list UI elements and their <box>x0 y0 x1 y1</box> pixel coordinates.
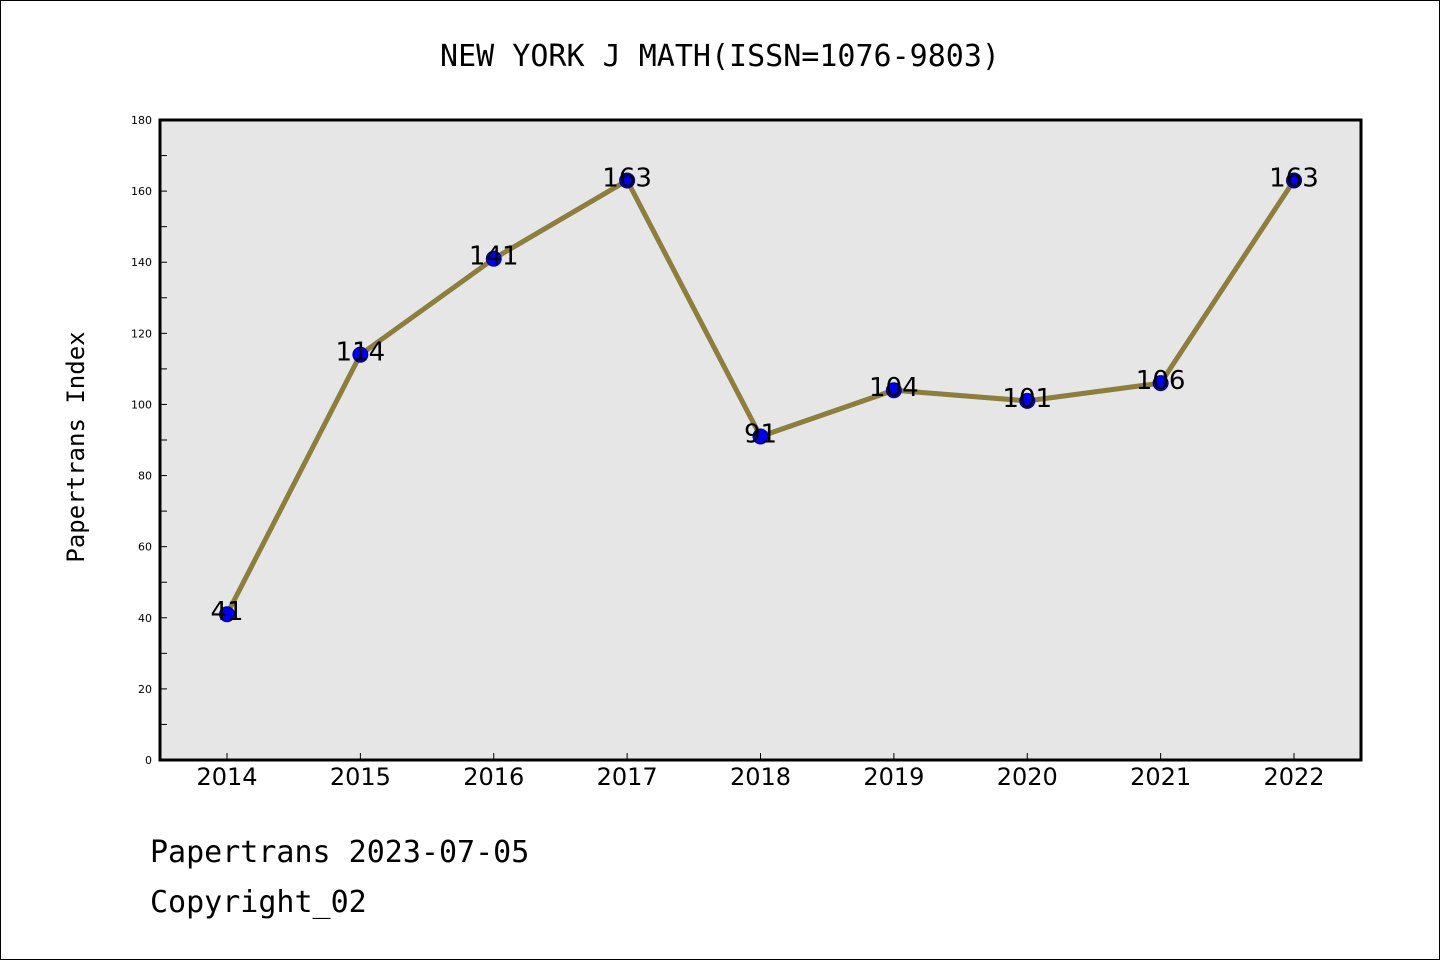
y-axis-ticks: 0 20 40 60 80 100 120 140 160 180 <box>131 114 167 767</box>
data-label: 101 <box>1002 384 1052 414</box>
y-tick-label: 180 <box>131 114 152 127</box>
data-label: 141 <box>469 242 519 272</box>
x-tick-label: 2014 <box>196 763 257 791</box>
x-tick-label: 2016 <box>463 763 524 791</box>
data-point <box>485 250 502 267</box>
y-tick-label: 140 <box>131 256 152 269</box>
x-tick-label: 2022 <box>1263 763 1324 791</box>
data-point <box>352 346 369 363</box>
marker-group <box>219 172 1302 623</box>
data-label: 163 <box>602 163 652 193</box>
y-tick-label: 160 <box>131 185 152 198</box>
data-label: 41 <box>210 597 243 627</box>
data-point <box>752 428 769 445</box>
x-tick-label: 2019 <box>863 763 924 791</box>
x-tick-label: 2015 <box>330 763 391 791</box>
data-point <box>1152 375 1169 392</box>
data-label: 91 <box>744 419 777 449</box>
y-tick-label: 100 <box>131 398 152 411</box>
data-point <box>1019 392 1036 409</box>
data-label: 163 <box>1269 163 1319 193</box>
x-tick-label: 2020 <box>997 763 1058 791</box>
data-label: 104 <box>869 373 919 403</box>
data-point <box>885 382 902 399</box>
x-tick-label: 2018 <box>730 763 791 791</box>
data-label-group: 41 114 141 163 91 104 101 106 163 <box>210 163 1318 627</box>
x-tick-label: 2021 <box>1130 763 1191 791</box>
y-tick-label: 80 <box>138 470 152 483</box>
y-tick-label: 20 <box>138 683 152 696</box>
y-tick-label: 0 <box>145 754 152 767</box>
data-point <box>1286 172 1302 189</box>
chart-title: NEW YORK J MATH(ISSN=1076-9803) <box>440 39 1000 74</box>
footer-copyright: Copyright_02 <box>150 885 367 920</box>
x-axis-ticks: 2014 2015 2016 2017 2018 2019 2020 2021 2022 <box>196 753 1325 791</box>
data-point <box>619 172 636 189</box>
data-label: 114 <box>336 338 386 368</box>
y-axis-label: Papertrans Index <box>62 331 90 562</box>
data-label: 106 <box>1136 366 1186 396</box>
y-tick-label: 40 <box>138 612 152 625</box>
y-tick-label: 120 <box>131 327 152 340</box>
x-tick-label: 2017 <box>597 763 658 791</box>
footer-date: Papertrans 2023-07-05 <box>150 835 530 870</box>
y-tick-label: 60 <box>138 541 152 554</box>
data-point <box>219 606 235 623</box>
